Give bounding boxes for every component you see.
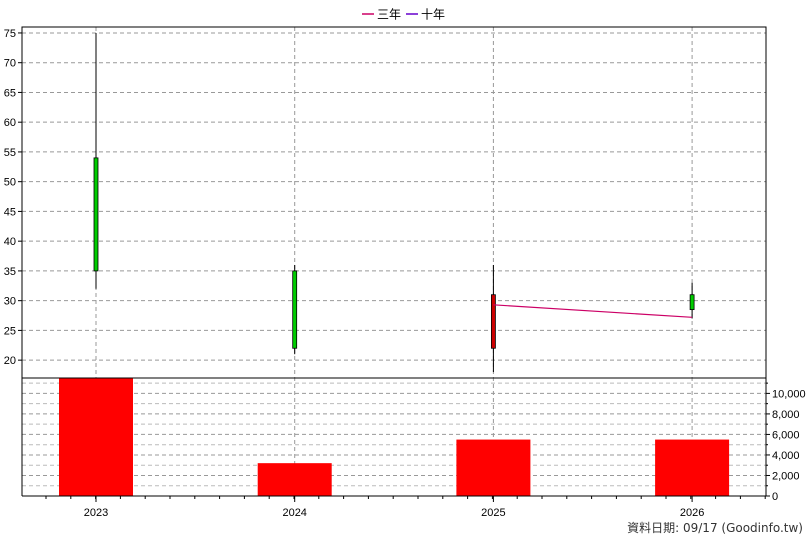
volume-tick-label: 2,000 bbox=[772, 470, 800, 482]
legend: 三年 十年 bbox=[362, 8, 445, 22]
volume-tick-label: 4,000 bbox=[772, 450, 800, 462]
candle-body bbox=[93, 157, 99, 272]
volume-tick-label: 6,000 bbox=[772, 429, 800, 441]
axes: 20253035404550556065707502,0004,0006,000… bbox=[4, 26, 806, 519]
candle-body bbox=[490, 294, 496, 349]
price-tick-label: 35 bbox=[4, 266, 16, 278]
x-tick-label: 2023 bbox=[84, 507, 108, 519]
three-year-line bbox=[493, 304, 693, 318]
price-tick-label: 40 bbox=[4, 236, 16, 248]
x-tick-label: 2025 bbox=[481, 507, 505, 519]
price-tick-label: 50 bbox=[4, 177, 16, 189]
grid bbox=[22, 27, 766, 496]
x-tick-label: 2024 bbox=[282, 507, 306, 519]
data-date-footer: 資料日期: 09/17 (Goodinfo.tw) bbox=[627, 521, 803, 535]
candles bbox=[93, 32, 695, 373]
legend-label: 十年 bbox=[421, 8, 445, 22]
legend-label: 三年 bbox=[377, 8, 401, 22]
x-tick-label: 2026 bbox=[680, 507, 704, 519]
price-tick-label: 65 bbox=[4, 87, 16, 99]
price-tick-label: 75 bbox=[4, 28, 16, 40]
volume-bar bbox=[456, 439, 531, 496]
three-year-line-layer bbox=[493, 304, 693, 318]
volume-tick-label: 8,000 bbox=[772, 409, 800, 421]
price-tick-label: 25 bbox=[4, 325, 16, 337]
price-tick-label: 70 bbox=[4, 58, 16, 70]
volume-bar bbox=[655, 439, 730, 496]
candle-body bbox=[292, 270, 298, 349]
volume-bar bbox=[257, 463, 332, 496]
volume-tick-label: 0 bbox=[772, 491, 778, 503]
volume-tick-label: 10,000 bbox=[772, 388, 806, 400]
price-tick-label: 30 bbox=[4, 296, 16, 308]
price-tick-label: 20 bbox=[4, 355, 16, 367]
price-panel-border bbox=[21, 26, 767, 379]
price-tick-label: 60 bbox=[4, 117, 16, 129]
candle-body bbox=[689, 294, 695, 310]
volume-bars bbox=[59, 378, 730, 496]
volume-bar bbox=[59, 378, 133, 496]
price-tick-label: 45 bbox=[4, 206, 16, 218]
price-tick-label: 55 bbox=[4, 147, 16, 159]
